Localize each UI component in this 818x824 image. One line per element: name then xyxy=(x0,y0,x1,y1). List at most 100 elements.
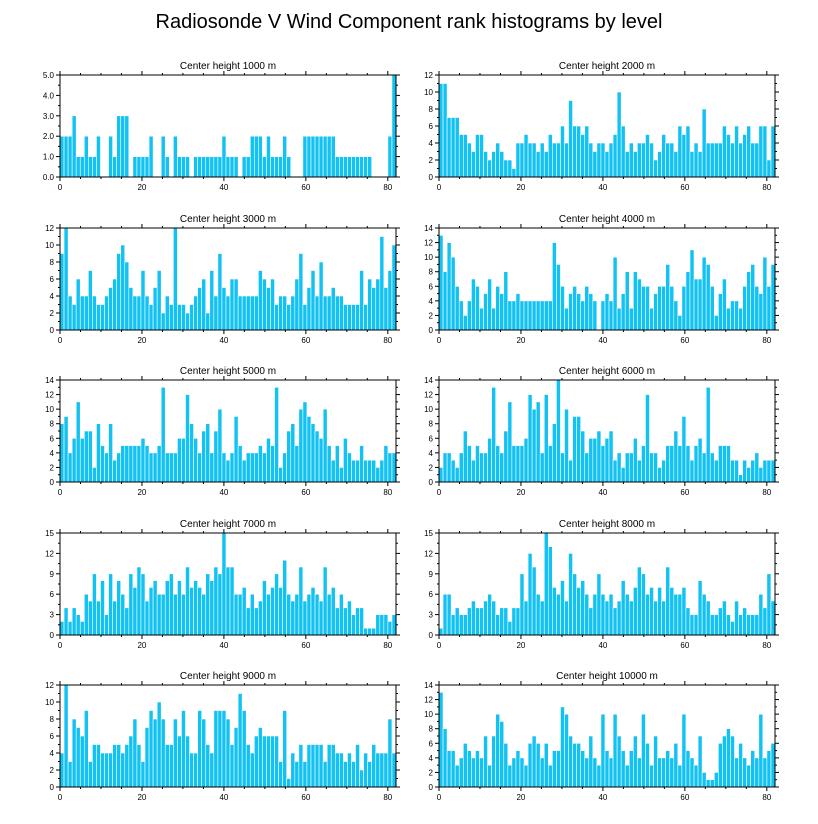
panel-10-bar-65 xyxy=(701,772,707,788)
panel-7-bar-63 xyxy=(314,593,320,636)
panel-9-bar-9 xyxy=(96,744,101,788)
panel-9-bar-44 xyxy=(237,693,243,788)
panel-4-bar-11 xyxy=(483,293,488,331)
panel-4-y-axis: 0 2 4 6 8 10 12 14 xyxy=(424,224,779,335)
panel-9-bar-78 xyxy=(375,752,381,788)
panel-3-bar-53 xyxy=(274,304,279,331)
panel-1-bar-54 xyxy=(278,156,283,178)
panel-6-bar-63 xyxy=(693,445,699,483)
panel-4-bar-22 xyxy=(527,300,533,331)
panel-1-bar-16 xyxy=(124,115,130,178)
panel-4-title: Center height 4000 m xyxy=(559,214,655,225)
panel-10-bar-56 xyxy=(665,750,671,788)
panel-5-xtick-label-2: 40 xyxy=(219,488,228,497)
panel-4-bar-54 xyxy=(657,285,662,331)
panel-9-bar-31 xyxy=(185,735,190,788)
panel-5: Center height 5000 m 0 2 4 6 8 10 12 14 0 20 40 60 80 xyxy=(45,366,400,497)
panel-1-bar-42 xyxy=(229,156,235,178)
panel-10-bar-64 xyxy=(697,735,703,788)
panel-8-bar-72 xyxy=(730,621,735,636)
panel-6-bar-62 xyxy=(689,459,695,483)
panel-6-bar-29 xyxy=(556,379,561,483)
panel-6-bar-81 xyxy=(766,459,772,483)
panel-4-bar-40 xyxy=(600,300,606,331)
panel-3-ytick-label-1: 2 xyxy=(50,309,55,318)
panel-2-ytick-label-3: 6 xyxy=(429,122,434,131)
panel-10-xtick-label-1: 20 xyxy=(516,793,525,802)
panel-8-bar-59 xyxy=(677,593,683,636)
panel-4-bar-13 xyxy=(491,307,496,331)
panel-9-bar-45 xyxy=(241,710,247,788)
panel-10-bar-66 xyxy=(705,779,711,788)
panel-3-bar-62 xyxy=(310,270,316,331)
panel-9-bar-71 xyxy=(347,752,352,788)
panel-9-bar-1 xyxy=(63,684,69,788)
panel-5-bar-1 xyxy=(63,416,69,483)
panel-3-ytick-label-2: 4 xyxy=(50,292,55,301)
panel-7-bar-40 xyxy=(221,532,227,636)
panel-9-bar-66 xyxy=(326,744,332,788)
panel-6-bar-13 xyxy=(491,386,496,483)
panel-7-bar-3 xyxy=(71,607,77,636)
panel-2-bar-7 xyxy=(467,142,472,178)
panel-3-bar-6 xyxy=(83,295,89,331)
panel-4-bar-41 xyxy=(604,293,610,331)
panel-9-bar-53 xyxy=(274,735,279,788)
panel-10-title: Center height 10000 m xyxy=(556,671,658,682)
panel-6-bar-58 xyxy=(673,430,679,483)
panel-7-xtick-label-4: 80 xyxy=(383,641,392,650)
panel-3-bar-43 xyxy=(233,278,239,331)
panel-3-bar-67 xyxy=(330,287,336,331)
panel-1-bar-75 xyxy=(363,156,368,178)
panel-9-bars xyxy=(59,684,397,788)
panel-6-bar-16 xyxy=(503,430,509,483)
panel-3-bar-36 xyxy=(205,312,211,331)
panel-10-bar-12 xyxy=(487,764,492,788)
panel-10-bar-16 xyxy=(503,742,509,788)
panel-8-bar-21 xyxy=(523,600,529,636)
panel-5-xtick-label-1: 20 xyxy=(137,488,146,497)
panel-9-bar-73 xyxy=(355,744,360,788)
panel-8-bar-46 xyxy=(624,593,630,636)
panel-7-bar-41 xyxy=(225,566,231,636)
panel-7-bar-76 xyxy=(367,627,373,636)
panel-2-bar-60 xyxy=(681,134,687,178)
panel-2-bar-13 xyxy=(491,151,496,178)
panel-2-bar-19 xyxy=(515,142,521,178)
panel-3-bar-28 xyxy=(173,227,178,331)
panel-10-bar-74 xyxy=(738,742,743,788)
panel-4-bar-77 xyxy=(750,264,756,331)
panel-2-bar-36 xyxy=(584,125,590,178)
panel-7-bar-16 xyxy=(124,607,130,636)
panel-6-bar-10 xyxy=(479,452,484,483)
panel-3-bar-50 xyxy=(262,278,267,331)
panel-7-bar-32 xyxy=(189,587,194,636)
panel-9-bar-69 xyxy=(339,752,344,788)
panel-10-bar-53 xyxy=(653,735,658,788)
panel-8-bar-6 xyxy=(462,614,468,636)
panel-2-title: Center height 2000 m xyxy=(559,61,655,72)
panel-1-bar-30 xyxy=(181,156,186,178)
panel-8-bar-55 xyxy=(661,600,667,636)
panel-8-bar-74 xyxy=(738,614,743,636)
panel-7-bar-60 xyxy=(302,600,308,636)
panel-8-bar-56 xyxy=(665,566,671,636)
panel-3-bar-5 xyxy=(79,295,85,331)
panel-4-bar-30 xyxy=(560,285,565,331)
panel-1-bar-46 xyxy=(245,156,251,178)
panel-2-bar-69 xyxy=(718,142,723,178)
panel-5-bar-45 xyxy=(241,459,247,483)
panel-1-bar-34 xyxy=(197,156,202,178)
panel-10-bar-77 xyxy=(750,750,756,788)
panel-7-bar-58 xyxy=(294,593,300,636)
panel-7-bar-64 xyxy=(318,600,324,636)
panel-4-bar-61 xyxy=(685,271,691,331)
panel-8-xtick-label-0: 0 xyxy=(437,641,442,650)
panel-2-bar-45 xyxy=(620,125,626,178)
panel-10-bar-10 xyxy=(479,757,484,788)
panel-8-bar-68 xyxy=(713,614,719,636)
panel-8-bar-12 xyxy=(487,593,492,636)
panel-7-bar-48 xyxy=(254,607,259,636)
panel-7-bar-4 xyxy=(75,614,81,636)
panel-6-bar-72 xyxy=(730,459,735,483)
